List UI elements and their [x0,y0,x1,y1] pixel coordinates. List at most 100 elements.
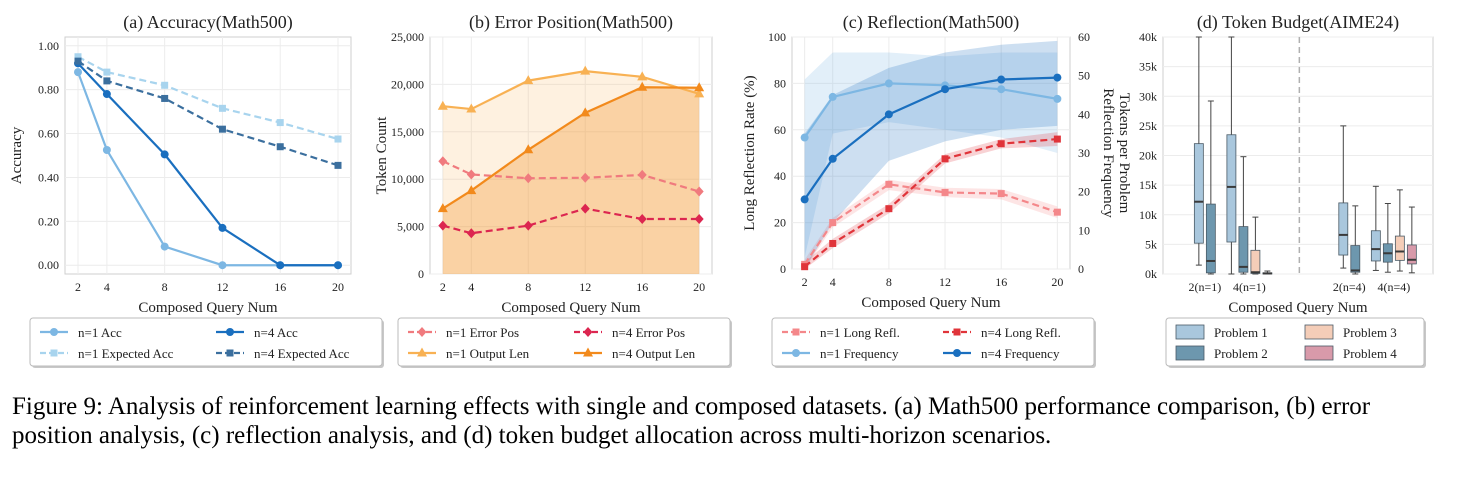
point-n-1-expected-acc [218,104,226,112]
box-problem-1 [1370,230,1381,262]
legend-marker-n-1-frequency [792,349,800,357]
point-n-4-output-len [694,82,705,92]
point-n-4-output-len [466,185,477,195]
point-n-4-frequency [828,154,837,163]
y-axis-label: Long Reflection Rate (%) [742,75,758,230]
point-n-4-frequency [997,75,1006,84]
legend-label-n-4-output-len: n=4 Output Len [612,346,696,361]
point-n-1-error-pos [637,169,647,180]
x-axis-label: Composed Query Num [861,295,1000,311]
legend-marker-n-4-long-refl [953,328,961,336]
x-tick-label: 2(n=4) [1333,280,1366,294]
box-problem-1 [1226,134,1237,243]
box-problem-1 [1193,143,1204,244]
point-n-1-expected-acc [334,135,342,143]
y-tick-label: 0.40 [38,170,59,184]
legend-label-problem-2: Problem 2 [1214,346,1268,361]
point-n-4-frequency [884,110,893,119]
y-right-tick-label: 50 [1078,69,1090,83]
y-tick-label: 0k [1145,267,1157,281]
legend-box [1165,317,1425,367]
point-n-4-acc [218,223,227,232]
legend-label-n-1-output-len: n=1 Output Len [446,346,530,361]
x-tick-label: 16 [995,275,1007,289]
box-problem-2 [1238,226,1249,273]
y-tick-label: 20 [774,216,786,230]
point-n-1-output-len [694,88,705,98]
legend-label-problem-3: Problem 3 [1343,325,1397,340]
x-tick-label: 16 [274,280,286,294]
point-n-1-error-pos [523,173,533,184]
x-tick-label: 8 [162,280,168,294]
y-right-tick-label: 20 [1078,185,1090,199]
legend-label-n-4-expected-acc: n=4 Expected Acc [254,346,350,361]
point-n-4-long-refl [997,140,1005,148]
x-tick-label: 4(n=1) [1233,280,1266,294]
point-n-1-long-refl [997,190,1005,198]
box-problem-3 [1250,249,1261,274]
point-n-1-output-len [637,71,648,81]
point-n-4-long-refl [1053,135,1061,143]
line-n-1-frequency [803,82,1058,139]
band-n-4-long-refl [804,132,1058,269]
plot-area [64,36,352,275]
point-n-1-expected-acc [103,68,111,76]
x-tick-label: 2 [75,280,81,294]
point-n-4-output-len [523,144,534,154]
legend-label-problem-1: Problem 1 [1214,325,1268,340]
legend-swatch-problem-1 [1175,324,1205,340]
point-n-4-expected-acc [103,77,111,85]
y-tick-label: 35k [1139,60,1157,74]
x-tick-label: 12 [939,275,951,289]
legend-marker-n-1-acc [50,328,58,336]
point-n-1-frequency [828,92,837,101]
legend-label-n-4-long-refl: n=4 Long Refl. [981,325,1061,340]
x-tick-label: 2 [802,275,808,289]
x-tick-label: 4 [830,275,836,289]
panel-b: 0 5,000 10,000 15,000 20,000 25,000 (b) Error … [374,12,732,368]
point-n-4-acc [276,261,285,270]
y-tick-label: 0.00 [38,258,59,272]
point-n-1-expected-acc [74,53,82,61]
y-tick-label: 5k [1145,237,1157,251]
point-n-4-long-refl [941,155,949,163]
point-n-1-acc [74,68,82,77]
box-problem-3 [1394,235,1405,261]
x-tick-label: 20 [1051,275,1063,289]
point-n-1-long-refl [941,188,949,196]
x-tick-label: 4(n=4) [1377,280,1410,294]
line-n-4-output-len [442,86,700,210]
line-n-4-error-pos [442,207,700,235]
legend-swatch-problem-4 [1304,345,1334,361]
figure-caption: Figure 9: Analysis of reinforcement lear… [12,393,1371,449]
panel-title: (d) Token Budget(AIME24) [1197,12,1399,33]
x-axis-label: Composed Query Num [138,300,277,316]
point-n-4-error-pos [438,220,448,231]
legend-marker-n-1-error-pos [417,327,427,337]
x-tick-label: 16 [636,280,648,294]
y-axis-label: Accuracy [9,126,25,184]
y-tick-label: 100 [768,30,786,44]
point-n-4-frequency [1053,73,1062,82]
point-n-4-acc [334,261,342,270]
point-n-4-expected-acc [218,125,226,133]
legend-marker-n-4-acc [226,328,234,336]
point-n-4-expected-acc [74,57,82,65]
line-n-1-error-pos [442,160,700,193]
y-tick-label: 0.20 [38,214,59,228]
x-tick-label: 2 [440,280,446,294]
legend-swatch-problem-2 [1175,345,1205,361]
point-n-1-output-len [466,103,477,113]
point-n-1-expected-acc [276,119,284,127]
area-n-4-output-len [442,87,700,274]
y-tick-label: 20k [1139,149,1157,163]
point-n-4-error-pos [466,228,476,239]
y-tick-label: 25k [1139,119,1157,133]
y-right-tick-label: 10 [1078,223,1090,237]
point-n-4-expected-acc [334,161,342,169]
box-problem-2 [1205,203,1216,274]
point-n-4-expected-acc [161,94,169,102]
point-n-4-acc [160,150,169,159]
line-n-4-expected-acc [77,60,339,167]
line-n-4-frequency [803,76,1058,201]
